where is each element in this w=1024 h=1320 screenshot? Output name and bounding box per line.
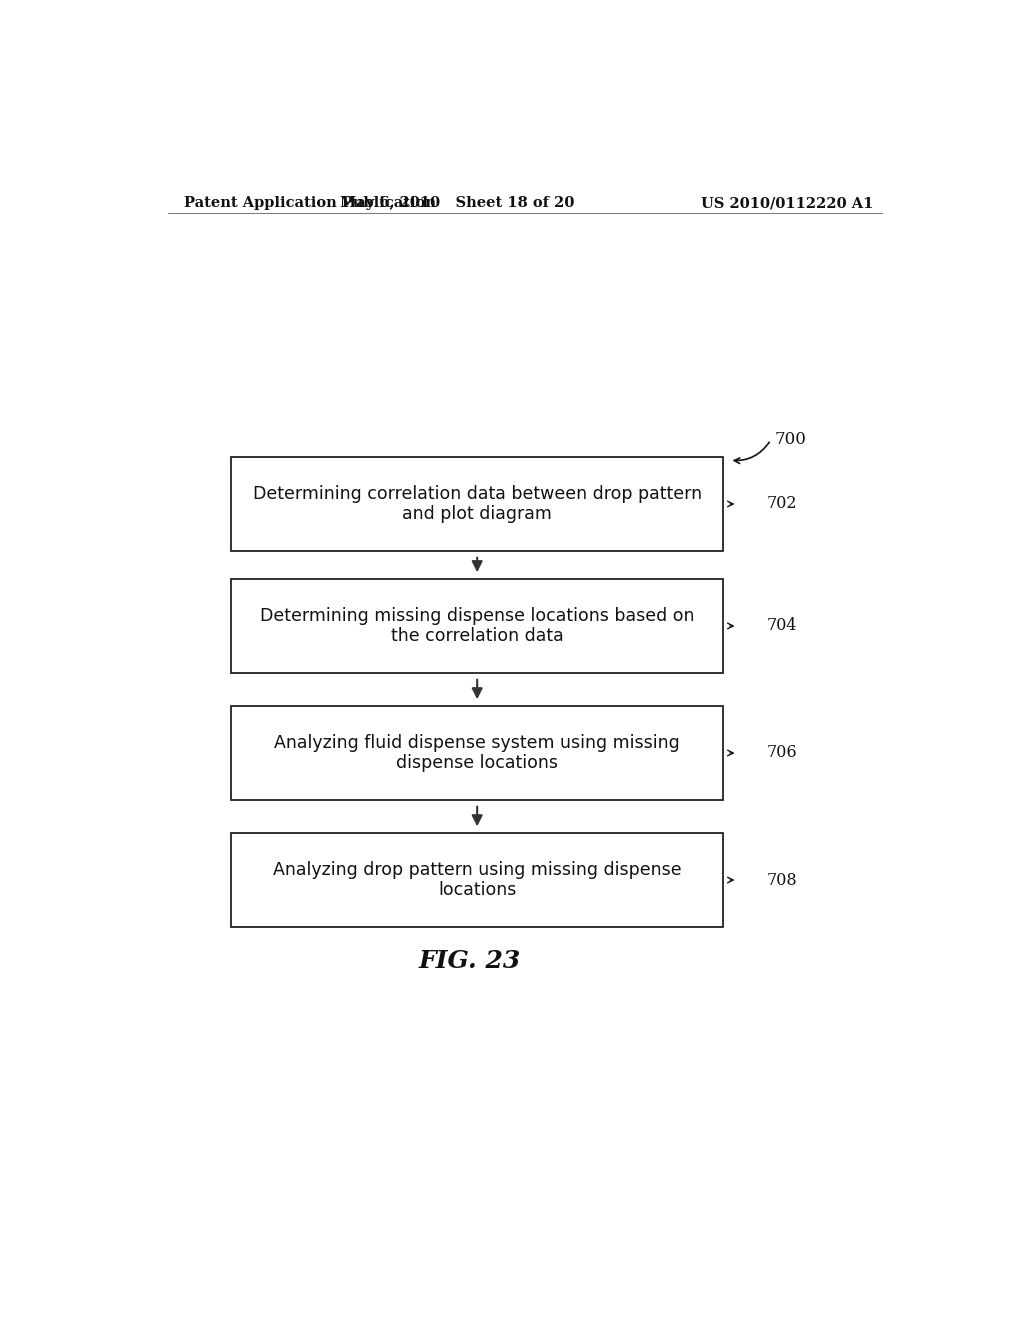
Text: Determining correlation data between drop pattern
and plot diagram: Determining correlation data between dro… [253, 484, 701, 523]
Text: 700: 700 [775, 432, 807, 449]
Text: Patent Application Publication: Patent Application Publication [183, 197, 435, 210]
Text: 702: 702 [767, 495, 798, 512]
Text: Determining missing dispense locations based on
the correlation data: Determining missing dispense locations b… [260, 607, 694, 645]
FancyBboxPatch shape [231, 706, 723, 800]
Text: 704: 704 [767, 618, 798, 635]
Text: 706: 706 [767, 744, 798, 762]
FancyBboxPatch shape [231, 579, 723, 673]
Text: FIG. 23: FIG. 23 [418, 949, 520, 973]
Text: US 2010/0112220 A1: US 2010/0112220 A1 [700, 197, 872, 210]
FancyBboxPatch shape [231, 833, 723, 927]
Text: Analyzing drop pattern using missing dispense
locations: Analyzing drop pattern using missing dis… [272, 861, 682, 899]
Text: Analyzing fluid dispense system using missing
dispense locations: Analyzing fluid dispense system using mi… [274, 734, 680, 772]
FancyBboxPatch shape [231, 457, 723, 550]
Text: May 6, 2010   Sheet 18 of 20: May 6, 2010 Sheet 18 of 20 [340, 197, 574, 210]
Text: 708: 708 [767, 871, 798, 888]
